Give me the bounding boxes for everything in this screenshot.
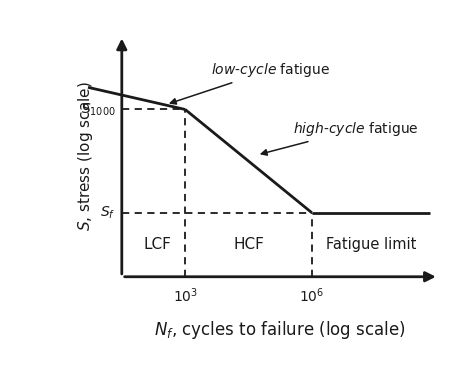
Text: $N_f$, cycles to failure (log scale): $N_f$, cycles to failure (log scale) xyxy=(155,318,406,341)
Text: $S_{1000}$: $S_{1000}$ xyxy=(81,101,116,118)
Text: Fatigue limit: Fatigue limit xyxy=(326,237,416,252)
Text: $10^3$: $10^3$ xyxy=(173,287,198,305)
Text: HCF: HCF xyxy=(233,237,264,252)
Text: $10^6$: $10^6$ xyxy=(299,287,325,305)
Text: LCF: LCF xyxy=(144,237,172,252)
Text: $\mathit{high}$-$\mathit{cycle}$ fatigue: $\mathit{high}$-$\mathit{cycle}$ fatigue xyxy=(261,120,419,155)
Text: $\mathit{low}$-$\mathit{cycle}$ fatigue: $\mathit{low}$-$\mathit{cycle}$ fatigue xyxy=(171,61,329,104)
Text: $S_f$: $S_f$ xyxy=(100,204,116,221)
Text: $S$, stress (log scale): $S$, stress (log scale) xyxy=(76,82,95,231)
